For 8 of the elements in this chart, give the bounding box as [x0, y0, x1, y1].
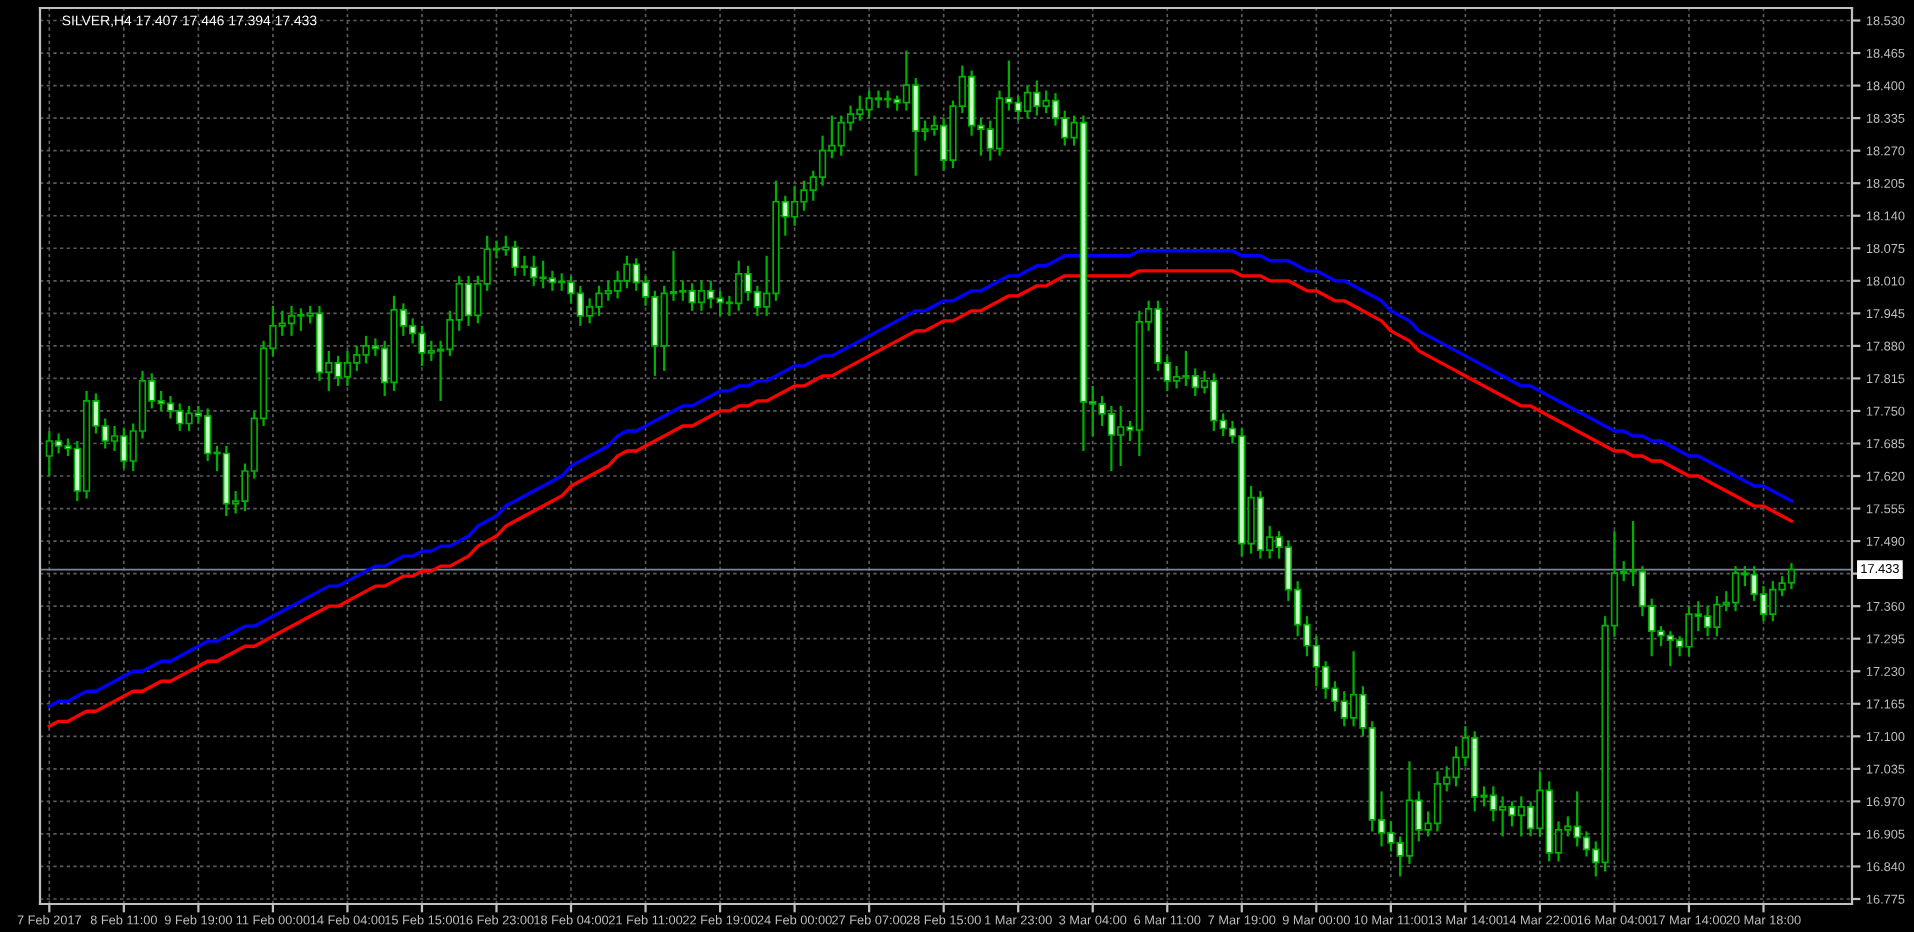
candlestick — [874, 89, 883, 110]
candlestick — [697, 279, 706, 312]
candlestick — [464, 274, 473, 327]
candlestick — [1731, 565, 1740, 613]
candlestick — [1787, 562, 1796, 591]
candlestick — [1582, 830, 1591, 858]
candlestick — [287, 304, 296, 337]
candlestick — [1023, 84, 1032, 120]
